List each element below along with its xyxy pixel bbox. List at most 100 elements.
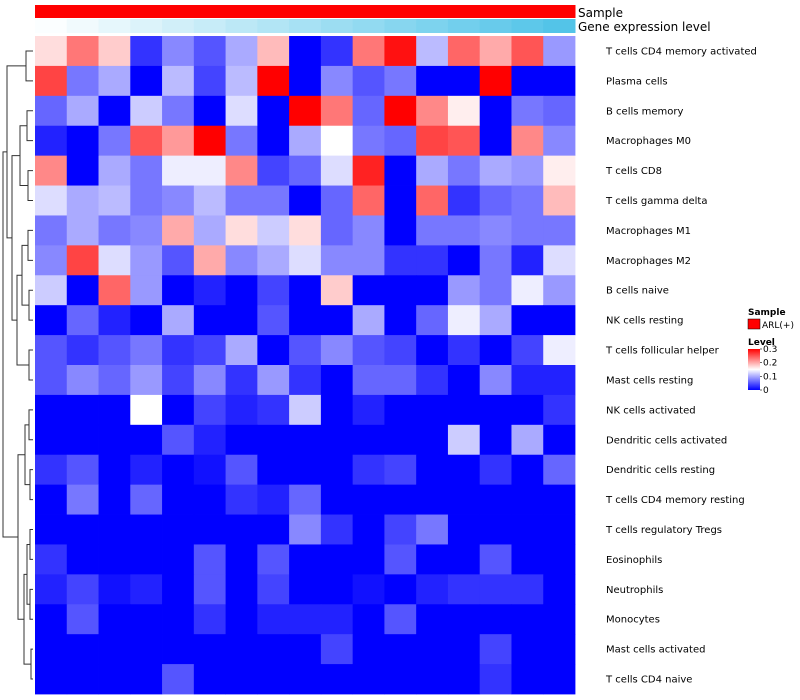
heatmap-cell — [447, 574, 481, 605]
heatmap-cell — [225, 155, 258, 186]
heatmap-cell — [98, 394, 131, 426]
heatmap-cell — [320, 544, 354, 575]
heatmap-cell — [130, 95, 163, 127]
heatmap-cell — [225, 514, 258, 545]
legend-level-title: Level — [748, 338, 775, 348]
heatmap-cell — [384, 365, 417, 396]
heatmap-cell — [162, 484, 195, 515]
heatmap-cell — [320, 454, 354, 486]
heatmap-cell — [98, 574, 131, 605]
heatmap-cell — [479, 125, 512, 157]
heatmap-cell — [511, 125, 544, 157]
heatmap-cell — [66, 36, 99, 67]
expression-track-cell — [511, 19, 544, 33]
heatmap-cell — [35, 125, 68, 157]
heatmap-cell — [98, 335, 131, 366]
expression-track-cell — [35, 19, 68, 33]
legend-sample-entry: ARL(+) — [762, 321, 794, 331]
heatmap-cell — [289, 95, 322, 127]
heatmap-cell — [479, 574, 512, 605]
heatmap-cell — [352, 65, 385, 97]
heatmap-cell — [98, 514, 131, 545]
heatmap-cell — [162, 454, 195, 486]
legend-sample-title: Sample — [748, 308, 786, 318]
heatmap-cell — [352, 604, 385, 635]
heatmap-cell — [225, 394, 258, 426]
heatmap-cell — [66, 574, 99, 605]
heatmap-cell — [289, 275, 322, 306]
heatmap-cell — [511, 36, 544, 67]
heatmap-cell — [511, 155, 544, 186]
heatmap-cell — [543, 514, 576, 545]
heatmap-cell — [511, 95, 544, 127]
row-label: NK cells activated — [606, 405, 696, 416]
heatmap-cell — [352, 95, 385, 127]
legend-level-ticks: 0.3 0.2 0.1 0 — [760, 345, 777, 396]
heatmap-cell — [511, 454, 544, 486]
heatmap-cell — [416, 65, 449, 97]
heatmap-cell — [162, 155, 195, 186]
heatmap-cell — [162, 125, 195, 157]
heatmap-cell — [352, 125, 385, 157]
heatmap-cell — [257, 125, 290, 157]
heatmap-cell — [289, 335, 322, 366]
row-label: B cells naive — [606, 286, 669, 297]
heatmap-cell — [320, 185, 354, 216]
heatmap-cell — [416, 365, 449, 396]
heatmap-cell — [320, 155, 354, 186]
heatmap-cell — [320, 125, 354, 157]
heatmap-cell — [162, 664, 195, 695]
heatmap-cell — [511, 305, 544, 336]
heatmap-cell — [511, 604, 544, 635]
heatmap-cell — [35, 215, 68, 246]
heatmap-cell — [225, 544, 258, 575]
legend: Sample ARL(+) Level 0.3 0.2 0.1 0 — [747, 308, 794, 396]
heatmap-cell — [320, 484, 354, 515]
legend-tick-label: 0 — [763, 386, 769, 396]
heatmap-cell — [352, 185, 385, 216]
heatmap-cell — [416, 95, 449, 127]
heatmap-cell — [543, 95, 576, 127]
heatmap-cell — [193, 365, 226, 396]
heatmap-cell — [479, 424, 512, 456]
legend-level-colorbar — [748, 349, 760, 390]
expression-track-cell — [257, 19, 290, 33]
heatmap-cell — [479, 394, 512, 426]
heatmap-cell — [543, 664, 576, 695]
heatmap-cell — [543, 65, 576, 97]
heatmap-cell — [130, 335, 163, 366]
heatmap-cell — [384, 604, 417, 635]
heatmap-cell — [511, 215, 544, 246]
heatmap-cell — [352, 335, 385, 366]
heatmap-cell — [543, 634, 576, 665]
heatmap-cell — [193, 245, 226, 276]
expression-track-cell — [543, 19, 576, 33]
heatmap-cell — [416, 634, 449, 665]
heatmap-cell — [352, 574, 385, 605]
heatmap-cell — [479, 185, 512, 216]
heatmap-cell — [416, 245, 449, 276]
heatmap-cell — [543, 365, 576, 396]
row-labels: T cells CD4 memory activated Plasma cells… — [605, 46, 757, 685]
heatmap-cell — [35, 305, 68, 336]
heatmap-cell — [416, 664, 449, 695]
expression-track-cell — [130, 19, 163, 33]
heatmap-cell — [320, 365, 354, 396]
heatmap-cell — [289, 664, 322, 695]
heatmap-cell — [130, 664, 163, 695]
heatmap-cell — [543, 484, 576, 515]
heatmap-cell — [479, 215, 512, 246]
heatmap-cell — [225, 185, 258, 216]
heatmap-cell — [162, 65, 195, 97]
heatmap-cell — [225, 65, 258, 97]
heatmap-cell — [416, 155, 449, 186]
heatmap-cell — [384, 484, 417, 515]
expression-track-cell — [352, 19, 385, 33]
sample-track-cell — [479, 5, 512, 18]
expression-track-cell — [162, 19, 195, 33]
heatmap-cell — [416, 335, 449, 366]
heatmap-cell — [289, 155, 322, 186]
heatmap-cell — [416, 604, 449, 635]
heatmap-cell — [479, 95, 512, 127]
heatmap-cell — [511, 65, 544, 97]
